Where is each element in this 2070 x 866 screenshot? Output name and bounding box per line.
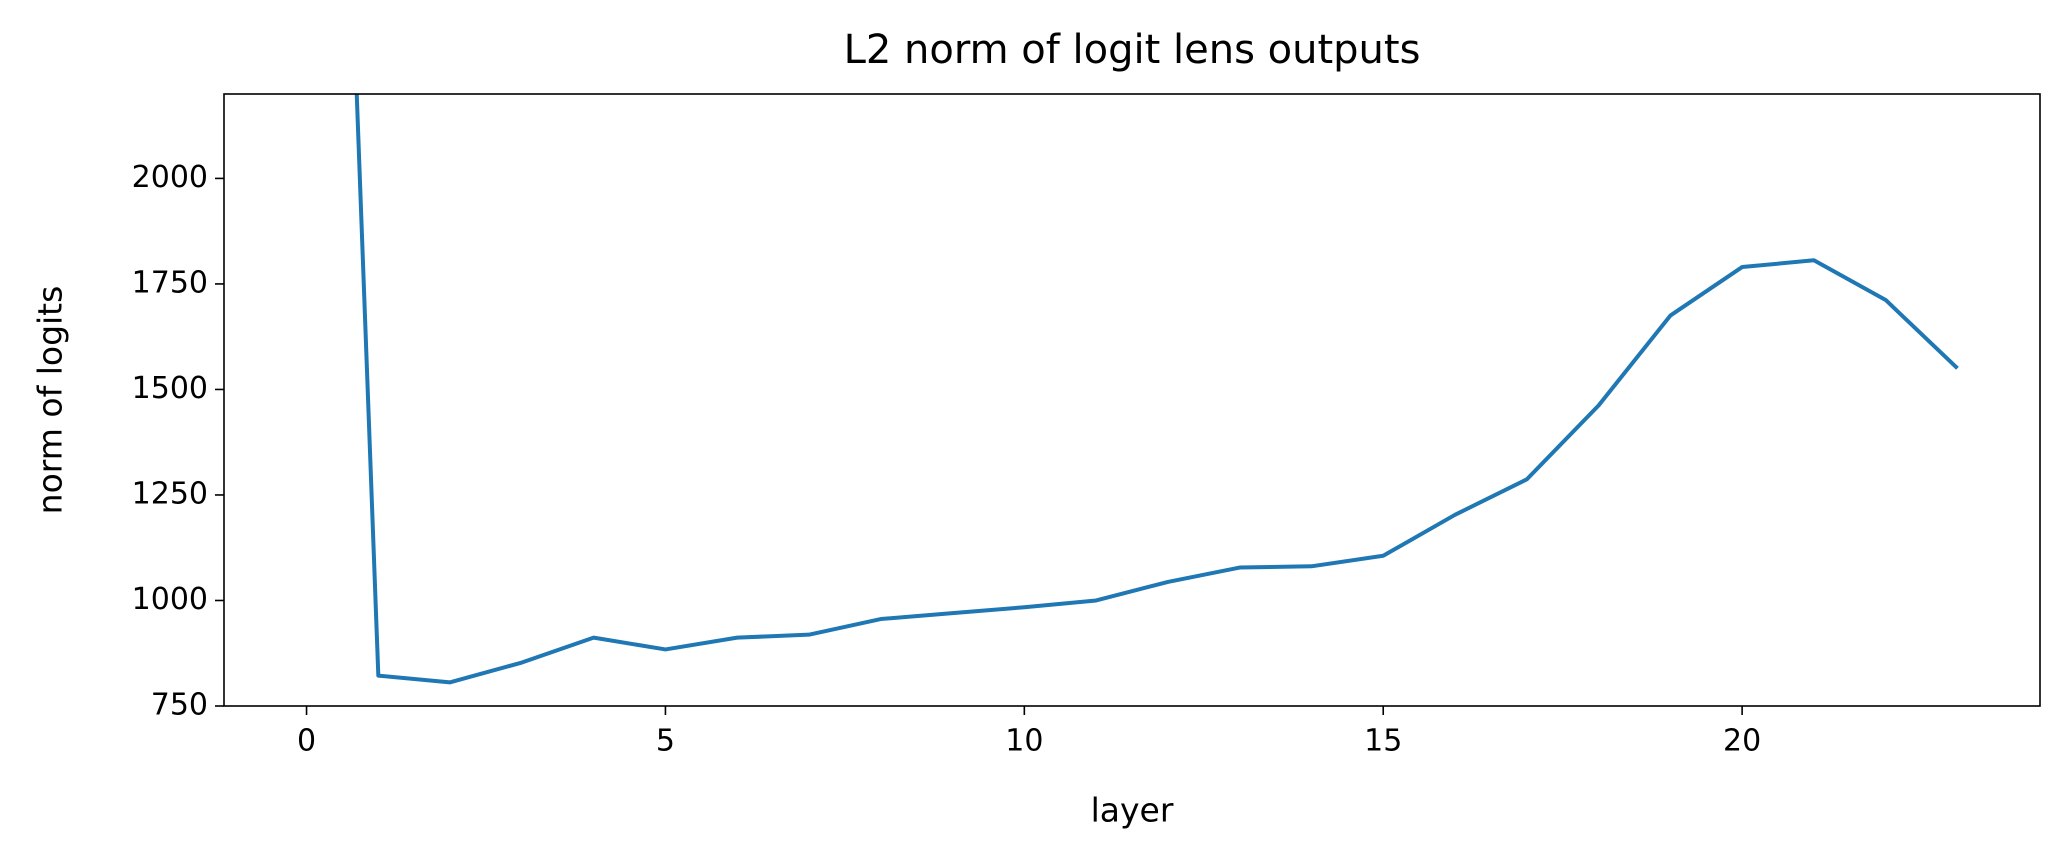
y-tick-label: 750 (151, 688, 208, 723)
y-tick-label: 1500 (132, 371, 208, 406)
x-tick-label: 10 (1005, 724, 1043, 759)
x-tick-label: 5 (656, 724, 675, 759)
y-tick-label: 2000 (132, 160, 208, 195)
y-tick-label: 1250 (132, 476, 208, 511)
x-tick-label: 0 (297, 724, 316, 759)
y-tick-label: 1750 (132, 265, 208, 300)
plot-area (354, 94, 1959, 685)
y-axis-label: norm of logits (31, 286, 70, 515)
data-line (354, 94, 1959, 685)
y-tick-label: 1000 (132, 582, 208, 617)
x-tick-label: 15 (1364, 724, 1402, 759)
plot-frame (223, 93, 2041, 707)
x-axis-label: layer (1091, 791, 1174, 830)
x-tick-label: 20 (1723, 724, 1761, 759)
chart-title: L2 norm of logit lens outputs (844, 27, 1421, 73)
